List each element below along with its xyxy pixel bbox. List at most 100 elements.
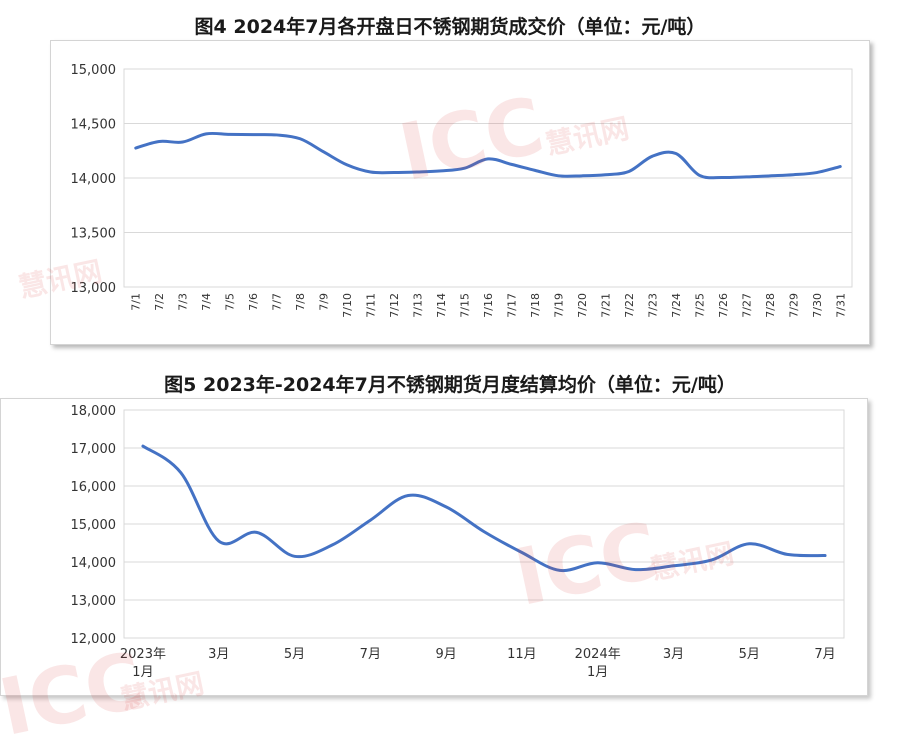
x-tick-label: 7/15 (459, 293, 472, 318)
data-point (463, 167, 466, 170)
data-point (580, 174, 583, 177)
data-point (698, 174, 701, 177)
chart1-title: 图4 2024年7月各开盘日不锈钢期货成交价（单位：元/吨） (194, 16, 706, 38)
data-point (768, 174, 771, 177)
data-point (596, 561, 599, 564)
x-tick-label: 7月 (360, 647, 381, 662)
x-tick-label: 7/7 (271, 293, 284, 311)
data-point (533, 169, 536, 172)
data-point (487, 157, 490, 160)
y-tick-label: 14,000 (71, 556, 117, 571)
data-point (445, 505, 448, 508)
data-point (299, 137, 302, 140)
data-point (416, 171, 419, 174)
data-point (721, 176, 724, 179)
x-tick-label: 7/13 (412, 293, 425, 318)
data-point (252, 133, 255, 136)
x-tick-label: 7/24 (670, 293, 683, 318)
x-tick-label: 7/4 (200, 293, 213, 311)
data-point (745, 175, 748, 178)
x-tick-label: 7/20 (576, 293, 589, 318)
series-line (141, 444, 827, 573)
x-tick-label: 7/31 (834, 293, 847, 318)
data-point (710, 559, 713, 562)
data-point (748, 542, 751, 545)
data-point (672, 564, 675, 567)
data-point (839, 165, 842, 168)
x-tick-label: 7/16 (482, 293, 495, 318)
data-point (792, 173, 795, 176)
x-tick-label: 7/29 (787, 293, 800, 318)
x-tick-label: 5月 (284, 647, 305, 662)
y-tick-label: 13,500 (71, 227, 117, 242)
data-point (815, 171, 818, 174)
data-point (228, 133, 231, 136)
x-tick-label: 3月 (663, 647, 684, 662)
x-tick-label: 7/22 (623, 293, 636, 318)
data-point (786, 553, 789, 556)
x-tick-label: 7/14 (435, 293, 448, 318)
data-point (558, 569, 561, 572)
x-tick-label: 7/11 (365, 293, 378, 318)
data-point (255, 531, 258, 534)
y-tick-label: 12,000 (71, 632, 117, 647)
y-tick-label: 18,000 (71, 404, 117, 419)
x-tick-label: 7/5 (224, 293, 237, 311)
data-point (179, 471, 182, 474)
data-point (369, 519, 372, 522)
data-point (604, 173, 607, 176)
data-point (634, 568, 637, 571)
x-tick-label: 9月 (435, 647, 456, 662)
data-point (520, 551, 523, 554)
x-tick-label-line2: 1月 (587, 665, 608, 680)
x-tick-label: 3月 (208, 647, 229, 662)
data-point (440, 169, 443, 172)
x-tick-label: 7/2 (153, 293, 166, 311)
data-point (217, 540, 220, 543)
x-tick-label: 11月 (507, 647, 537, 662)
x-tick-label: 7/12 (388, 293, 401, 318)
data-point (181, 141, 184, 144)
data-point (369, 171, 372, 174)
y-tick-label: 13,000 (71, 281, 117, 296)
data-point (293, 555, 296, 558)
x-tick-label: 7/21 (599, 293, 612, 318)
data-point (651, 155, 654, 158)
x-tick-label: 7/23 (646, 293, 659, 318)
x-tick-label: 7/3 (177, 293, 190, 311)
y-tick-label: 15,000 (71, 518, 117, 533)
data-point (674, 152, 677, 155)
data-point (557, 174, 560, 177)
y-tick-label: 13,000 (71, 594, 117, 609)
y-tick-label: 15,000 (71, 63, 117, 78)
y-tick-label: 16,000 (71, 480, 117, 495)
x-tick-label: 7/26 (717, 293, 730, 318)
data-point (407, 494, 410, 497)
data-point (393, 171, 396, 174)
data-point (483, 530, 486, 533)
chart2-panel: 12,000 13,000 14,000 15,000 16,000 17,000 18,0… (0, 398, 868, 696)
x-tick-label: 5月 (739, 647, 760, 662)
x-tick-label: 2024年 (575, 647, 621, 662)
x-tick-label-line2: 1月 (132, 665, 153, 680)
x-tick-label: 7/9 (318, 293, 331, 311)
chart1-panel: 13,000 13,500 14,000 14,500 15,000 7/1 7/2 7/3 7… (50, 40, 870, 345)
data-point (346, 163, 349, 166)
x-tick-label: 7/17 (505, 293, 518, 318)
chart2-title: 图5 2023年-2024年7月不锈钢期货月度结算均价（单位：元/吨） (164, 374, 736, 396)
x-tick-label: 7/10 (341, 293, 354, 318)
data-point (331, 543, 334, 546)
y-tick-label: 17,000 (71, 442, 117, 457)
chart2-svg: 12,000 13,000 14,000 15,000 16,000 17,000 18,0… (71, 404, 845, 680)
x-tick-label: 7/27 (740, 293, 753, 318)
chart1-svg: 13,000 13,500 14,000 14,500 15,000 7/1 7/2 7/3 7… (71, 63, 853, 318)
x-tick-label: 7/28 (764, 293, 777, 318)
x-tick-label: 7月 (814, 647, 835, 662)
data-point (275, 133, 278, 136)
x-tick-label: 7/19 (552, 293, 565, 318)
data-point (205, 132, 208, 135)
y-tick-label: 14,500 (71, 118, 117, 133)
x-tick-label: 7/18 (529, 293, 542, 318)
x-tick-label: 7/30 (811, 293, 824, 318)
data-point (627, 170, 630, 173)
